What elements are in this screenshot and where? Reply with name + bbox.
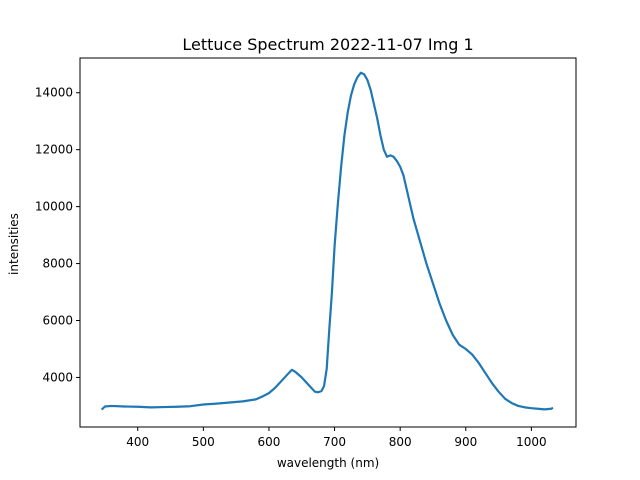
y-tick-label: 10000: [35, 200, 73, 214]
x-tick-label: 800: [389, 435, 412, 449]
y-tick-label: 12000: [35, 143, 73, 157]
plot-frame: [79, 57, 577, 428]
x-tick-label: 600: [257, 435, 280, 449]
series-line-0: [100, 71, 554, 411]
x-tick-label: 900: [454, 435, 477, 449]
y-tick-label: 8000: [42, 257, 73, 271]
chart-title: Lettuce Spectrum 2022-11-07 Img 1: [182, 35, 473, 54]
x-tick-label: 700: [323, 435, 346, 449]
x-tick-label: 500: [192, 435, 215, 449]
y-tick-label: 4000: [42, 370, 73, 384]
x-tick-label: 400: [126, 435, 149, 449]
plot-area: [100, 71, 554, 411]
x-axis-label: wavelength (nm): [277, 456, 379, 470]
y-axis-label: intensities: [7, 213, 21, 275]
x-axis: 400 500 600 700 800 900 1000: [126, 427, 547, 449]
y-tick-label: 14000: [35, 86, 73, 100]
y-tick-label: 6000: [42, 314, 73, 328]
y-axis: 4000 6000 8000 10000 12000 14000: [35, 86, 80, 384]
x-tick-label: 1000: [516, 435, 547, 449]
